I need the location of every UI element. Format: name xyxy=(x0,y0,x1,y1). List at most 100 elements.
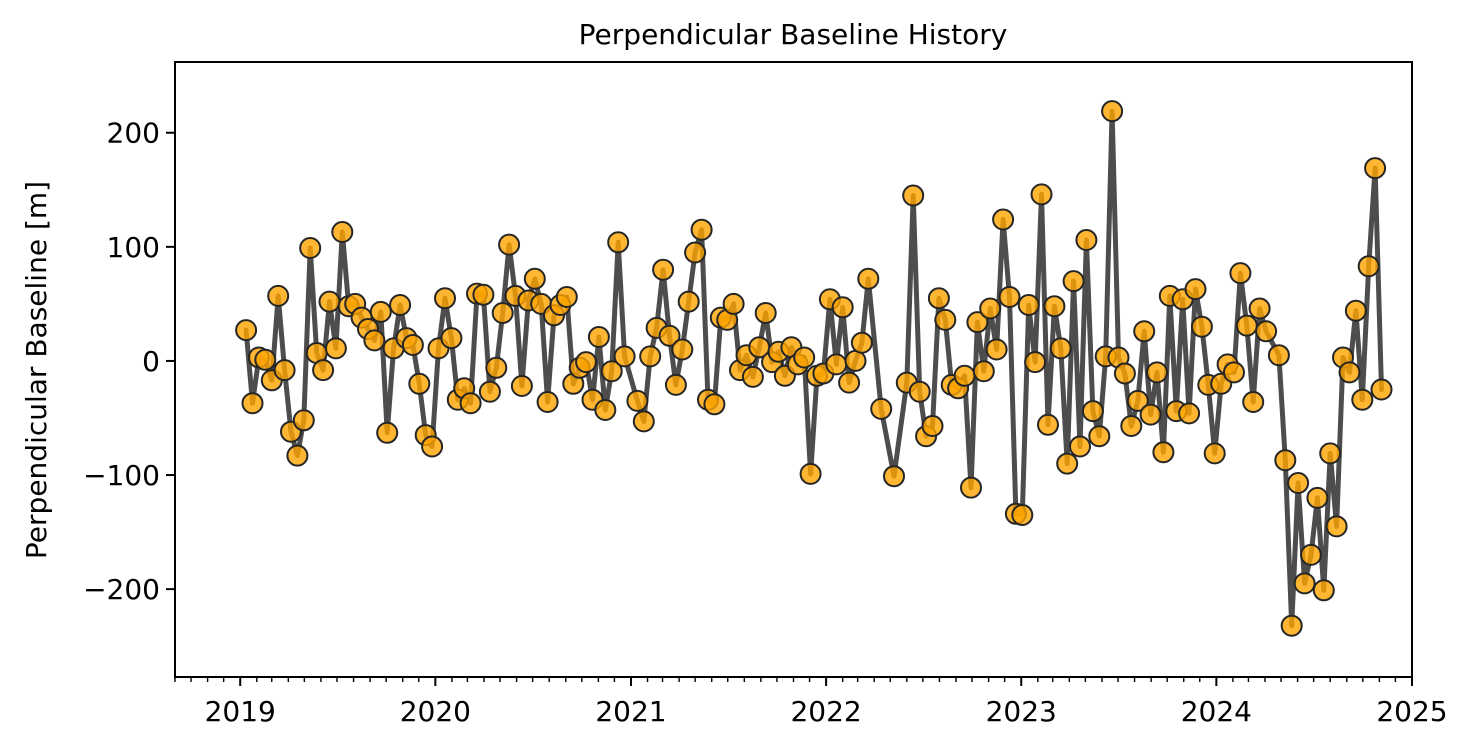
data-point xyxy=(639,345,662,368)
x-axis-ticks: 2019 2020 2021 2022 2023 2024 2025 xyxy=(205,677,1448,728)
data-point xyxy=(632,410,655,433)
data-point xyxy=(870,397,893,420)
y-tick-label: 200 xyxy=(107,117,160,150)
data-point xyxy=(1017,294,1040,316)
data-point xyxy=(844,349,867,372)
data-point xyxy=(286,444,309,467)
data-point xyxy=(1043,295,1066,318)
data-point xyxy=(376,421,399,444)
x-tick-label: 2020 xyxy=(400,695,471,728)
data-point xyxy=(671,338,694,361)
data-point xyxy=(1370,378,1393,401)
data-point xyxy=(1146,361,1168,384)
data-point xyxy=(1242,391,1265,413)
data-point xyxy=(953,364,976,387)
data-point xyxy=(1037,413,1059,436)
data-point xyxy=(1139,403,1162,426)
data-point xyxy=(613,345,636,368)
data-point xyxy=(1312,579,1335,602)
y-axis-ticks: −200 −100 0 100 200 xyxy=(83,117,175,606)
data-point xyxy=(1049,337,1072,360)
data-point xyxy=(401,334,424,356)
data-point xyxy=(857,267,880,290)
data-point xyxy=(850,331,873,354)
x-tick-label: 2019 xyxy=(205,695,276,728)
data-point xyxy=(1267,344,1290,367)
data-point xyxy=(459,392,482,415)
data-point xyxy=(1190,315,1213,338)
data-point xyxy=(254,348,277,371)
data-point xyxy=(960,476,982,499)
data-point xyxy=(587,326,610,348)
y-tick-label: −100 xyxy=(83,459,160,492)
plot-area-frame xyxy=(174,61,1413,678)
data-point xyxy=(825,353,848,376)
data-point xyxy=(594,399,617,421)
data-point xyxy=(1062,270,1085,293)
data-point xyxy=(1325,515,1348,538)
data-point xyxy=(292,409,315,432)
data-point xyxy=(421,435,444,458)
data-point xyxy=(273,359,296,382)
data-point xyxy=(1300,543,1322,566)
data-point xyxy=(658,324,681,347)
data-point xyxy=(1351,388,1374,411)
data-point xyxy=(921,415,944,437)
data-point xyxy=(626,389,649,412)
data-point xyxy=(498,233,521,256)
y-axis-label: Perpendicular Baseline [m] xyxy=(20,181,53,559)
data-point xyxy=(927,287,950,310)
data-point xyxy=(600,360,623,383)
data-point xyxy=(1280,614,1303,637)
data-point xyxy=(684,241,707,264)
data-point xyxy=(472,283,495,306)
data-point xyxy=(1235,314,1258,337)
data-point xyxy=(703,393,726,416)
data-point xyxy=(831,296,854,319)
data-point xyxy=(235,319,258,342)
data-point xyxy=(754,302,777,324)
data-point xyxy=(1338,361,1361,384)
data-point xyxy=(908,380,931,403)
data-point xyxy=(690,218,713,241)
data-point xyxy=(1011,504,1034,526)
data-point xyxy=(1287,472,1310,494)
data-point xyxy=(985,338,1008,361)
data-point xyxy=(741,365,764,388)
data-point xyxy=(1075,229,1098,251)
data-point xyxy=(575,351,598,374)
data-point xyxy=(1255,320,1278,343)
data-point xyxy=(434,287,456,310)
data-points xyxy=(235,100,1393,637)
data-point xyxy=(972,360,995,383)
data-point xyxy=(883,465,905,488)
data-point xyxy=(1101,100,1124,123)
data-point xyxy=(1344,299,1367,322)
chart-title: Perpendicular Baseline History xyxy=(579,18,1008,51)
data-point xyxy=(485,356,508,379)
data-point xyxy=(363,329,386,352)
data-point xyxy=(652,258,675,281)
data-point xyxy=(664,373,687,396)
y-tick-label: 0 xyxy=(142,345,160,378)
data-point xyxy=(318,290,341,313)
data-point xyxy=(1120,415,1143,437)
data-point xyxy=(408,372,431,395)
data-point xyxy=(1133,320,1156,343)
y-tick-label: 100 xyxy=(107,231,160,264)
x-tick-label: 2024 xyxy=(1181,695,1252,728)
data-point xyxy=(1113,362,1136,385)
data-point xyxy=(1152,441,1175,464)
data-point xyxy=(799,462,822,485)
data-point xyxy=(793,346,816,369)
data-point xyxy=(369,300,392,323)
data-point xyxy=(523,267,546,290)
x-tick-label: 2023 xyxy=(986,695,1057,728)
data-point xyxy=(312,359,335,382)
x-tick-label: 2021 xyxy=(595,695,666,728)
data-point xyxy=(1030,183,1053,206)
data-point xyxy=(1056,452,1079,475)
data-point xyxy=(1126,389,1149,412)
x-tick-label: 2022 xyxy=(790,695,861,728)
